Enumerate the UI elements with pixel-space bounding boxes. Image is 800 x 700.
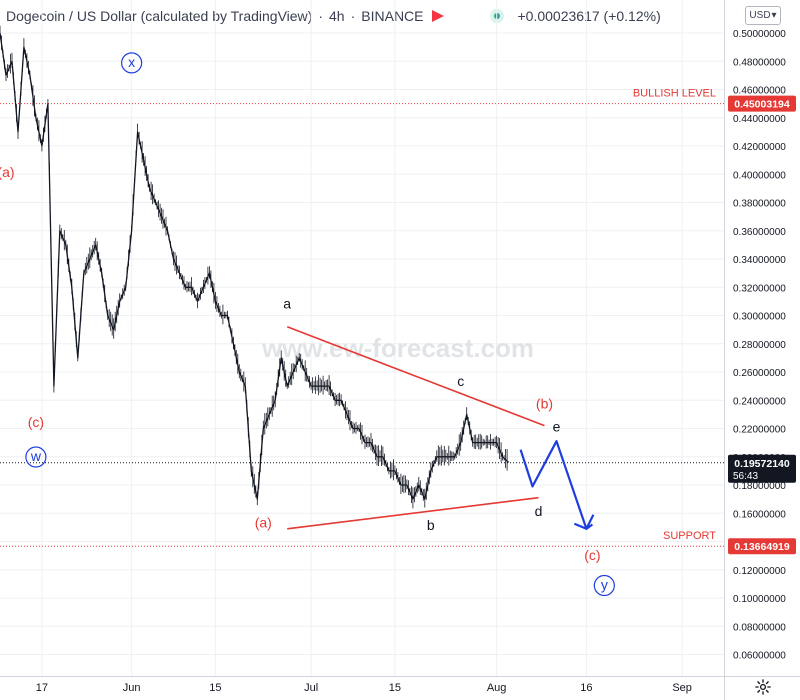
price-line xyxy=(0,32,510,500)
price-tag-countdown: 56:43 xyxy=(733,471,758,482)
trend-line xyxy=(286,326,545,427)
wave-label: (a) xyxy=(255,514,272,530)
chart-header: Dogecoin / US Dollar (calculated by Trad… xyxy=(6,8,661,24)
price-series xyxy=(0,25,510,509)
y-tick-label: 0.16000000 xyxy=(733,509,786,520)
x-tick-label: 15 xyxy=(209,682,221,694)
header-separator-1: · xyxy=(318,8,324,24)
y-tick-label: 0.32000000 xyxy=(733,283,786,294)
y-tick-label: 0.22000000 xyxy=(733,425,786,436)
price-wicks xyxy=(0,25,508,509)
y-tick-label: 0.10000000 xyxy=(733,594,786,605)
x-tick-label: Jun xyxy=(123,682,141,694)
y-tick-label: 0.34000000 xyxy=(733,255,786,266)
price-tag xyxy=(728,538,796,555)
interval-label[interactable]: 4h xyxy=(329,8,345,24)
y-tick-label: 0.50000000 xyxy=(733,29,786,40)
currency-value: USD xyxy=(749,10,771,21)
wave-label: x xyxy=(128,54,135,70)
wave-label: w xyxy=(30,448,42,464)
y-tick-label: 0.12000000 xyxy=(733,566,786,577)
watermark-text: www.ew-forecast.com xyxy=(261,333,534,363)
symbol-title[interactable]: Dogecoin / US Dollar (calculated by Trad… xyxy=(6,8,313,24)
y-tick-label: 0.28000000 xyxy=(733,340,786,351)
level-label: SUPPORT xyxy=(663,530,716,542)
y-tick-label: 0.46000000 xyxy=(733,86,786,97)
wave-label: c xyxy=(457,373,464,389)
trend-line xyxy=(287,496,539,530)
x-tick-label: Aug xyxy=(487,682,507,694)
wave-label: (c) xyxy=(584,547,600,563)
y-tick-label: 0.24000000 xyxy=(733,396,786,407)
gear-icon[interactable] xyxy=(754,678,772,696)
price-change: +0.00023617 (+0.12%) xyxy=(517,8,661,24)
projection-path xyxy=(519,440,594,530)
flag-icon[interactable] xyxy=(431,10,444,22)
price-tag-value: 0.45003194 xyxy=(734,99,790,111)
projection-arrowhead xyxy=(573,514,595,530)
x-tick-label: 16 xyxy=(580,682,592,694)
x-tick-label: Sep xyxy=(672,682,692,694)
y-tick-label: 0.42000000 xyxy=(733,142,786,153)
price-tag-value: 0.19572140 xyxy=(734,458,790,470)
y-tick-label: 0.40000000 xyxy=(733,170,786,181)
y-tick-label: 0.08000000 xyxy=(733,622,786,633)
wave-label-circle xyxy=(121,52,143,74)
level-label: BULLISH LEVEL xyxy=(633,88,716,100)
y-tick-label: 0.36000000 xyxy=(733,227,786,238)
wave-label: a xyxy=(283,295,291,311)
chevron-down-icon: ▾ xyxy=(771,10,777,21)
wave-label: y xyxy=(601,577,608,593)
wave-label-circle xyxy=(593,574,615,597)
wave-label: (c) xyxy=(28,414,44,430)
y-tick-label: 0.30000000 xyxy=(733,312,786,323)
y-tick-label: 0.38000000 xyxy=(733,199,786,210)
wave-label: (a) xyxy=(0,164,15,180)
y-tick-label: 0.44000000 xyxy=(733,114,786,125)
wave-label-circle xyxy=(25,446,47,468)
exchange-label: BINANCE xyxy=(361,8,424,24)
y-tick-label: 0.26000000 xyxy=(733,368,786,379)
x-tick-label: 17 xyxy=(36,682,48,694)
price-tag xyxy=(728,95,796,112)
y-tick-label: 0.18000000 xyxy=(733,481,786,492)
x-tick-label: Jul xyxy=(304,682,318,694)
y-tick-label: 0.06000000 xyxy=(733,651,786,662)
price-tag xyxy=(728,454,796,483)
wave-label: d xyxy=(535,503,543,519)
wave-drawings: (a)(c)wxa(a)cb(b)ed(c)y xyxy=(0,52,615,597)
horizontal-levels: BULLISH LEVEL SUPPORT xyxy=(0,88,724,547)
header-separator-2: · xyxy=(350,8,356,24)
x-tick-label: 15 xyxy=(389,682,401,694)
currency-select[interactable]: USD ▾ xyxy=(745,6,781,25)
wave-label: e xyxy=(553,418,561,434)
grid xyxy=(0,0,724,676)
y-tick-label: 0.48000000 xyxy=(733,57,786,68)
wave-label: b xyxy=(427,517,435,533)
price-tag-value: 0.13664919 xyxy=(734,541,790,553)
wave-label: (b) xyxy=(536,396,553,412)
